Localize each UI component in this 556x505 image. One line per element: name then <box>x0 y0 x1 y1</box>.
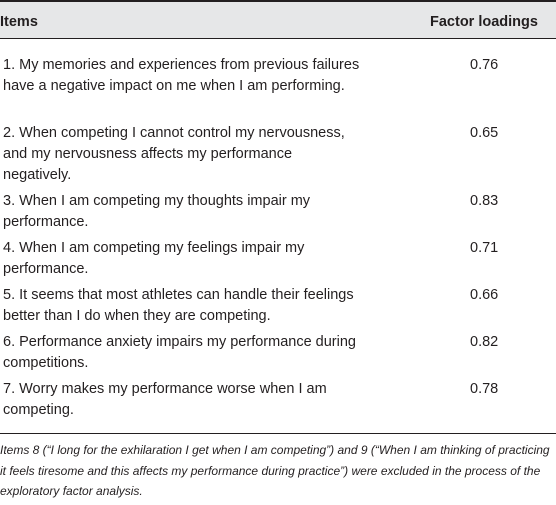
loading-value: 0.71 <box>470 240 499 256</box>
item-text: 6. Performance anxiety impairs my perfor… <box>3 334 356 371</box>
header-rule <box>0 38 556 39</box>
loading-value: 0.65 <box>470 125 499 141</box>
loading-value: 0.82 <box>470 334 499 350</box>
loading-value: 0.78 <box>470 381 499 397</box>
bottom-rule <box>0 433 556 434</box>
item-text: 3. When I am competing my thoughts impai… <box>3 193 311 230</box>
item-text: 1. My memories and experiences from prev… <box>3 57 360 94</box>
header-items: Items <box>0 14 38 30</box>
item-text: 7. Worry makes my performance worse when… <box>3 381 327 418</box>
loading-value: 0.66 <box>470 287 499 303</box>
item-text: 4. When I am competing my feelings impai… <box>3 240 305 277</box>
loading-value: 0.76 <box>470 57 499 73</box>
item-text: 2. When competing I cannot control my ne… <box>3 125 345 183</box>
top-rule <box>0 0 556 2</box>
item-text: 5. It seems that most athletes can handl… <box>3 287 354 324</box>
table-header: Items Factor loadings <box>0 2 556 38</box>
loading-value: 0.83 <box>470 193 499 209</box>
table-footnote: Items 8 (“I long for the exhilaration I … <box>0 443 550 498</box>
header-factor-loadings: Factor loadings <box>430 14 538 30</box>
